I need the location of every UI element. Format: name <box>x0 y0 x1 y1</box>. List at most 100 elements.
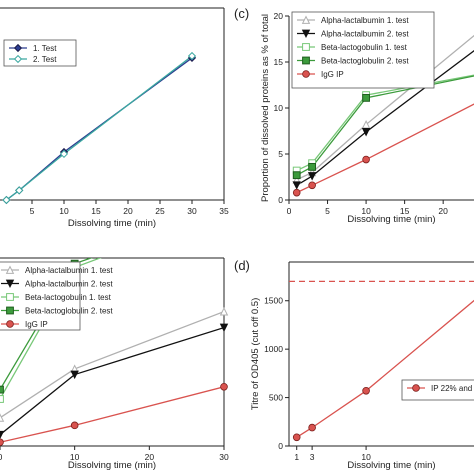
data-point <box>292 433 301 442</box>
x-tick-label: 10 <box>70 452 80 462</box>
legend-marker <box>6 306 14 315</box>
legend-label: 2. Test <box>33 55 57 64</box>
data-point <box>219 307 229 316</box>
x-tick-label: 30 <box>187 206 197 216</box>
series-line <box>296 49 474 186</box>
x-tick-label: 1 <box>294 452 299 462</box>
plot-area <box>296 299 474 438</box>
plot-area <box>296 34 474 194</box>
legend-label: Beta-lactoglobulin 2. test <box>321 57 409 66</box>
legend-marker <box>13 43 23 53</box>
data-point <box>292 171 301 180</box>
data-point <box>308 181 316 190</box>
series-line <box>296 103 474 194</box>
series-line <box>296 299 474 438</box>
y-tick-label: 1000 <box>264 344 283 354</box>
legend-label: Beta-lactogobulin 1. test <box>321 43 408 52</box>
legend-marker <box>13 54 23 64</box>
legend-marker <box>302 43 310 51</box>
legend-marker <box>301 29 311 39</box>
y-tick-label: 10 <box>274 103 284 113</box>
y-tick-label: 20 <box>274 11 284 21</box>
legend-box <box>3 39 77 67</box>
data-point <box>308 162 317 171</box>
data-point <box>292 188 301 197</box>
x-tick-label: 15 <box>91 206 101 216</box>
legend-label: Beta-lactoglobulin 2. test <box>25 307 113 316</box>
data-point <box>362 93 370 102</box>
legend-marker <box>5 265 15 274</box>
y-axis-label: Titre of OD405 (cut off 0.5) <box>250 298 261 410</box>
x-tick-label: 5 <box>325 206 330 216</box>
y-tick-label: 0 <box>278 441 283 451</box>
legend-label: Alpha-lactalbumin 1. test <box>321 16 409 25</box>
series-line <box>296 34 474 181</box>
data-point <box>308 423 316 432</box>
data-point <box>0 395 4 403</box>
data-point <box>2 195 11 205</box>
series-line <box>296 75 474 176</box>
legend-marker <box>302 70 310 78</box>
legend-box <box>291 11 435 89</box>
x-axis-label: Dissolving time (min) <box>68 460 156 471</box>
x-tick-label: 25 <box>155 206 165 216</box>
legend-label: 1. Test <box>33 44 57 53</box>
x-tick-label: 3 <box>310 452 315 462</box>
x-tick-label: 35 <box>219 206 229 216</box>
x-tick-label: 5 <box>30 206 35 216</box>
legend-box <box>401 379 474 401</box>
data-point <box>0 438 4 447</box>
data-point <box>0 385 4 394</box>
y-tick-label: 500 <box>269 393 283 403</box>
data-point <box>15 186 24 195</box>
y-tick-label: 5 <box>278 149 283 159</box>
y-axis-label: Proportion of dissolved proteins as % of… <box>260 14 271 202</box>
legend-marker <box>5 279 15 289</box>
legend-label: IgG IP <box>25 320 48 329</box>
data-point <box>0 413 5 422</box>
legend-label: Beta-lactogobulin 1. test <box>25 293 112 302</box>
legend-label: Alpha-lactalbumin 1. test <box>25 266 113 275</box>
x-tick-label: 20 <box>145 452 155 462</box>
x-tick-label: 30 <box>219 452 229 462</box>
legend-marker <box>412 384 420 392</box>
x-tick-label: 0 <box>287 206 292 216</box>
data-point <box>361 128 371 137</box>
x-tick-label: 10 <box>361 452 371 462</box>
y-tick-label: 0 <box>278 195 283 205</box>
series-line <box>6 55 193 200</box>
panel-label: (c) <box>234 6 249 21</box>
series-line <box>0 326 224 436</box>
data-point <box>292 181 301 190</box>
panel-top-left: 5 10 15 20 25 30 35 Dissolving time (min) 1. Tes… <box>0 7 229 229</box>
data-point <box>59 149 69 159</box>
legend-label: IgG IP <box>321 70 344 79</box>
data-point <box>70 421 79 430</box>
x-axis-label: Dissolving time (min) <box>347 214 435 225</box>
x-tick-label: 10 <box>59 206 69 216</box>
data-point <box>307 172 317 181</box>
legend-label: Alpha-lactalbumin 2. test <box>321 30 409 39</box>
panel-label: (d) <box>234 258 250 273</box>
data-point <box>362 386 370 395</box>
x-axis-label: Dissolving time (min) <box>68 218 156 229</box>
x-tick-label: 15 <box>400 206 410 216</box>
legend-marker <box>302 56 310 65</box>
data-point <box>219 323 229 333</box>
x-axis-label: Dissolving time (min) <box>347 460 435 471</box>
panel-d: 1 3 10 0 500 1000 1500 Dissolving time (min) Tit… <box>234 258 474 471</box>
legend-label: Alpha-lactalbumin 2. test <box>25 280 113 289</box>
series-line <box>296 74 474 172</box>
legend-marker <box>6 293 14 301</box>
x-tick-label: 10 <box>361 206 371 216</box>
y-tick-label: 15 <box>274 57 284 67</box>
x-tick-label: 20 <box>438 206 448 216</box>
data-point <box>0 430 5 440</box>
plot-area <box>6 55 193 200</box>
data-point <box>361 120 371 129</box>
data-point <box>220 382 228 391</box>
panel-bottom-left: 0 10 20 30 Dissolving time (min) Alpha-lactal… <box>0 257 229 471</box>
data-point <box>70 370 79 380</box>
